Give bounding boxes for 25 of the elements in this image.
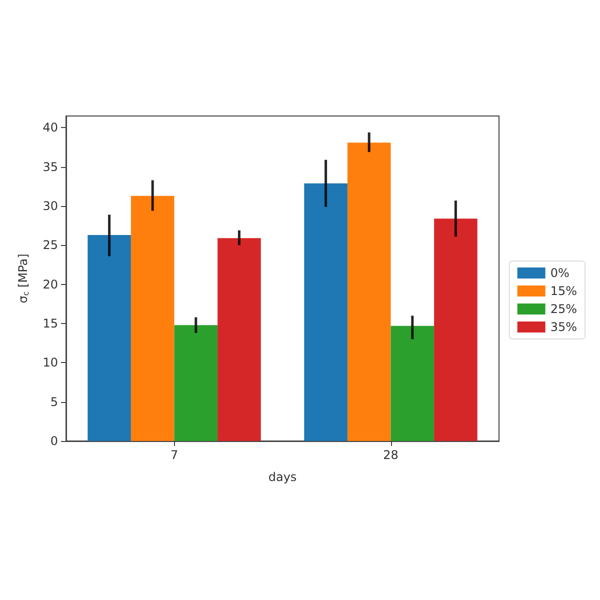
bar	[390, 326, 434, 441]
y-tick-label: 5	[50, 394, 58, 409]
y-tick-label: 0	[50, 434, 58, 448]
y-tick-label: 10	[42, 356, 58, 370]
y-tick-label: 20	[42, 277, 58, 292]
bar	[130, 196, 174, 441]
bar	[304, 183, 348, 441]
legend-label: 35%	[550, 320, 577, 334]
bar	[174, 325, 218, 441]
legend-label: 25%	[550, 302, 577, 316]
legend-label: 0%	[550, 266, 570, 280]
y-axis-title: σc [MPa]	[16, 254, 30, 304]
y-tick-label: 25	[42, 238, 58, 252]
bar	[434, 218, 478, 441]
y-tick-label: 35	[42, 160, 58, 174]
y-tick-label: 40	[42, 120, 58, 135]
legend-label: 15%	[550, 284, 577, 298]
bar	[218, 238, 261, 441]
bar	[88, 235, 131, 441]
x-axis-title: days	[268, 470, 297, 484]
bar	[347, 142, 391, 441]
x-tick-label: 28	[383, 448, 398, 462]
y-tick-label: 15	[42, 316, 58, 331]
x-tick-label: 7	[170, 448, 178, 462]
y-tick-label: 30	[42, 199, 58, 214]
